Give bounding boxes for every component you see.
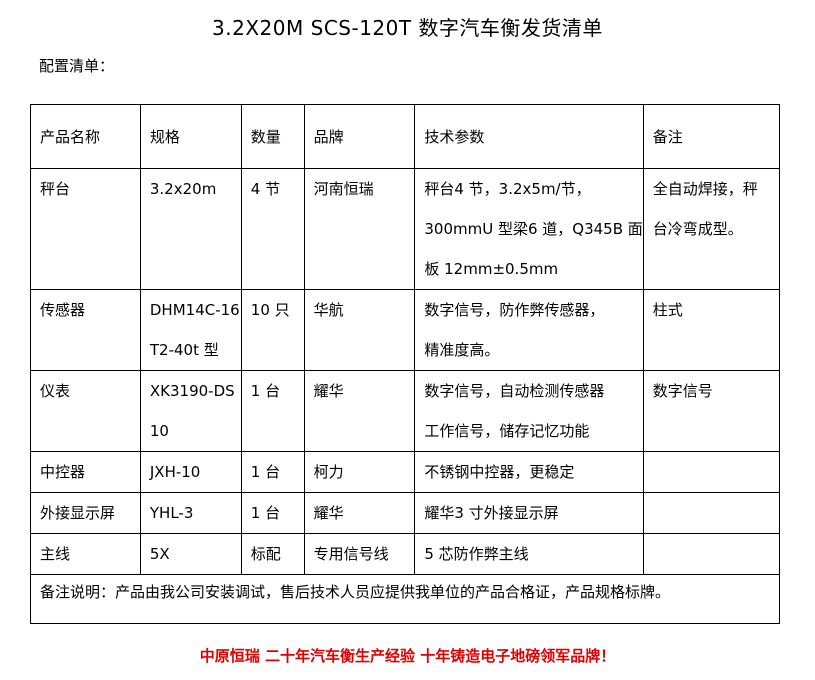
table-cell: 3.2x20m (139, 168, 242, 290)
cell-text: 1 台 (250, 382, 281, 400)
cell-text: 专用信号线 (313, 545, 389, 563)
table-cell: 华航 (303, 289, 416, 371)
note-row: 备注说明：产品由我公司安装调试，售后技术人员应提供我单位的产品合格证，产品规格标… (30, 574, 780, 624)
cell-text: 数字信号，自动检测传感器 (424, 382, 605, 400)
table-cell: 仪表 (30, 370, 141, 452)
cell-text: 5 芯防作弊主线 (424, 545, 529, 563)
cell-text: 耀华3 寸外接显示屏 (424, 504, 559, 522)
cell-text: 1 台 (250, 504, 281, 522)
table-row: 中控器 JXH-10 1 台 柯力 不锈钢中控器，更稳定 (30, 451, 781, 493)
cell-text: 工作信号，储存记忆功能 (424, 422, 590, 440)
table-row: 传感器 DHM14C-16 T2-40t 型 10 只 华航 数字信号，防作弊传感器， 精准… (30, 289, 781, 371)
cell-text: 全自动焊接，秤 (652, 180, 758, 198)
table-cell: XK3190-DS 10 (139, 370, 242, 452)
table-cell: YHL-3 (139, 492, 242, 534)
shipping-list-table: 产品名称 规格 数量 品牌 技术参数 备注 秤台 3.2x20m 4 节河南恒瑞 秤台… (30, 104, 781, 624)
cell-text: 数字信号 (652, 382, 713, 400)
table-cell: JXH-10 (139, 451, 242, 493)
page-title: 3.2X20M SCS-120T 数字汽车衡发货清单 (212, 16, 603, 40)
cell-text: 秤台 (40, 180, 71, 198)
config-list-label: 配置清单： (39, 57, 115, 75)
cell-text: 耀华 (313, 382, 344, 400)
table-cell: 数字信号，自动检测传感器 工作信号，储存记忆功能 (414, 370, 644, 452)
note-text: 备注说明：产品由我公司安装调试，售后技术人员应提供我单位的产品合格证，产品规格标… (30, 574, 780, 624)
table-cell: 数字信号，防作弊传感器， 精准度高。 (414, 289, 644, 371)
cell-text: 数字信号，防作弊传感器， (424, 301, 605, 319)
table-cell: 外接显示屏 (30, 492, 141, 534)
cell-text: 不锈钢中控器，更稳定 (424, 463, 575, 481)
table-cell: 耀华 (303, 370, 416, 452)
cell-text: JXH-10 (149, 463, 201, 481)
cell-text: 精准度高。 (424, 341, 500, 359)
cell-text: 外接显示屏 (40, 504, 116, 522)
table-cell: 10 只 (240, 289, 305, 371)
table-cell: 数字信号 (642, 370, 781, 452)
cell-text: 1 台 (250, 463, 281, 481)
cell-text: 华航 (313, 301, 344, 319)
table-cell: 传感器 (30, 289, 141, 371)
cell-text: 河南恒瑞 (313, 180, 374, 198)
cell-text: 300mmU 型梁6 道，Q345B 面 (424, 220, 643, 238)
cell-text: 中控器 (40, 463, 86, 481)
header-cell: 产品名称 (30, 104, 141, 169)
header-row: 产品名称 规格 数量 品牌 技术参数 备注 (30, 104, 781, 169)
cell-text: 主线 (40, 545, 71, 563)
table-cell: 1 台 (240, 492, 305, 534)
table-cell: 秤台4 节，3.2x5m/节， 300mmU 型梁6 道，Q345B 面板 12m… (414, 168, 644, 290)
cell-text: 耀华 (313, 504, 344, 522)
table-cell: 中控器 (30, 451, 141, 493)
table-cell: 河南恒瑞 (303, 168, 416, 290)
table-cell: 柯力 (303, 451, 416, 493)
header-cell: 备注 (642, 104, 781, 169)
table-cell: 5X (139, 533, 242, 575)
table-row: 主线 5X 标配 专用信号线 5 芯防作弊主线 (30, 533, 781, 575)
cell-text: 标配 (250, 545, 281, 563)
table-cell: 主线 (30, 533, 141, 575)
table-cell: 1 台 (240, 451, 305, 493)
cell-text: 4 节 (250, 180, 281, 198)
table-cell: 秤台 (30, 168, 141, 290)
header-cell: 品牌 (303, 104, 416, 169)
table-row: 秤台 3.2x20m 4 节 河南恒瑞 秤台4 节，3.2x5m/节， 300mmU 型梁… (30, 168, 781, 290)
table-cell: 全自动焊接，秤 台冷弯成型。 (642, 168, 781, 290)
table-cell: 专用信号线 (303, 533, 416, 575)
table-cell: 柱式 (642, 289, 781, 371)
footer-slogan: 中原恒瑞 二十年汽车衡生产经验 十年铸造电子地磅领军品牌！ (199, 647, 616, 665)
table-cell: 不锈钢中控器，更稳定 (414, 451, 644, 493)
cell-text: 秤台4 节，3.2x5m/节， (424, 180, 591, 198)
cell-text: 台冷弯成型。 (652, 220, 743, 238)
cell-text: T2-40t 型 (149, 341, 219, 359)
table-cell (642, 451, 781, 493)
header-cell: 规格 (139, 104, 242, 169)
cell-text: YHL-3 (149, 504, 194, 522)
cell-text: 10 (149, 422, 169, 440)
cell-text: 10 只 (250, 301, 290, 319)
cell-text: 传感器 (40, 301, 86, 319)
cell-text: 5X (149, 545, 170, 563)
cell-text: 板 12mm±0.5mm (424, 260, 559, 278)
table-cell: 耀华3 寸外接显示屏 (414, 492, 644, 534)
header-cell: 数量 (240, 104, 305, 169)
table-cell (642, 533, 781, 575)
table-cell: DHM14C-16 T2-40t 型 (139, 289, 242, 371)
cell-text: DHM14C-16 (149, 301, 240, 319)
table-cell: 4 节 (240, 168, 305, 290)
table-cell: 1 台 (240, 370, 305, 452)
table-cell: 耀华 (303, 492, 416, 534)
header-cell: 技术参数 (414, 104, 644, 169)
table-cell: 标配 (240, 533, 305, 575)
table-row: 仪表 XK3190-DS 10 1 台 耀华 数字信号，自动检测传感器 工作信号，储存记忆功… (30, 370, 781, 452)
cell-text: 柱式 (652, 301, 683, 319)
cell-text: 3.2x20m (149, 180, 217, 198)
table-cell (642, 492, 781, 534)
cell-text: 仪表 (40, 382, 71, 400)
cell-text: XK3190-DS (149, 382, 235, 400)
table-row: 外接显示屏 YHL-3 1 台 耀华 耀华3 寸外接显示屏 (30, 492, 781, 534)
table-cell: 5 芯防作弊主线 (414, 533, 644, 575)
cell-text: 柯力 (313, 463, 344, 481)
